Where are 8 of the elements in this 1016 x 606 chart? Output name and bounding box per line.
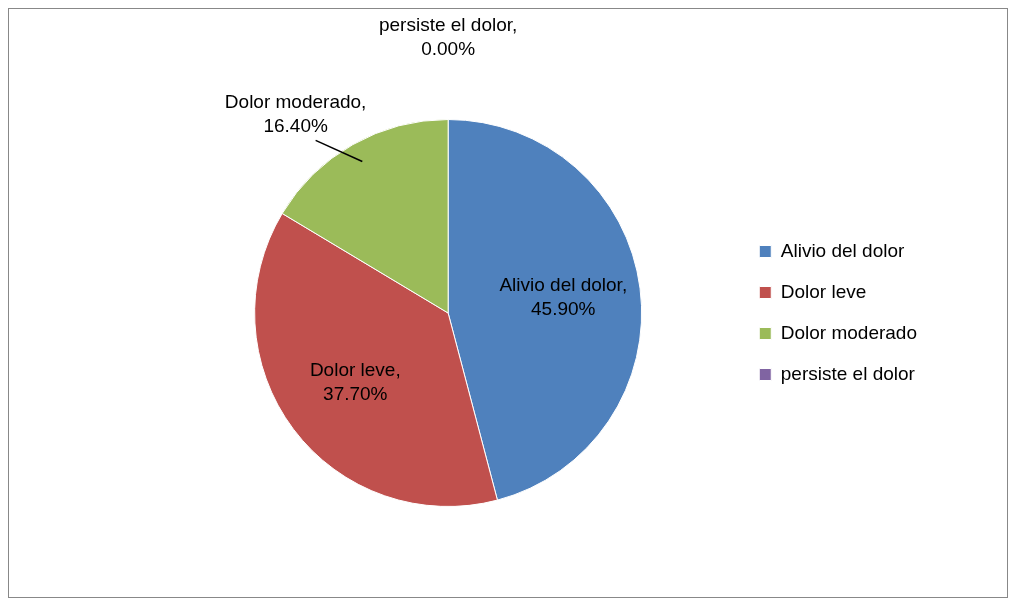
data-label: Alivio del dolor, 45.90% <box>499 274 628 320</box>
legend-label: Dolor leve <box>780 280 867 302</box>
text: persiste el dolor, 0.00% <box>378 14 518 60</box>
data-label: Dolor moderado, 16.40% <box>224 90 367 136</box>
legend-label: persiste el dolor <box>780 362 916 384</box>
data-label: Dolor leve, 37.70% <box>309 358 401 404</box>
legend-label: Alivio del dolor <box>780 239 905 261</box>
legend-label: Dolor moderado <box>780 321 918 343</box>
